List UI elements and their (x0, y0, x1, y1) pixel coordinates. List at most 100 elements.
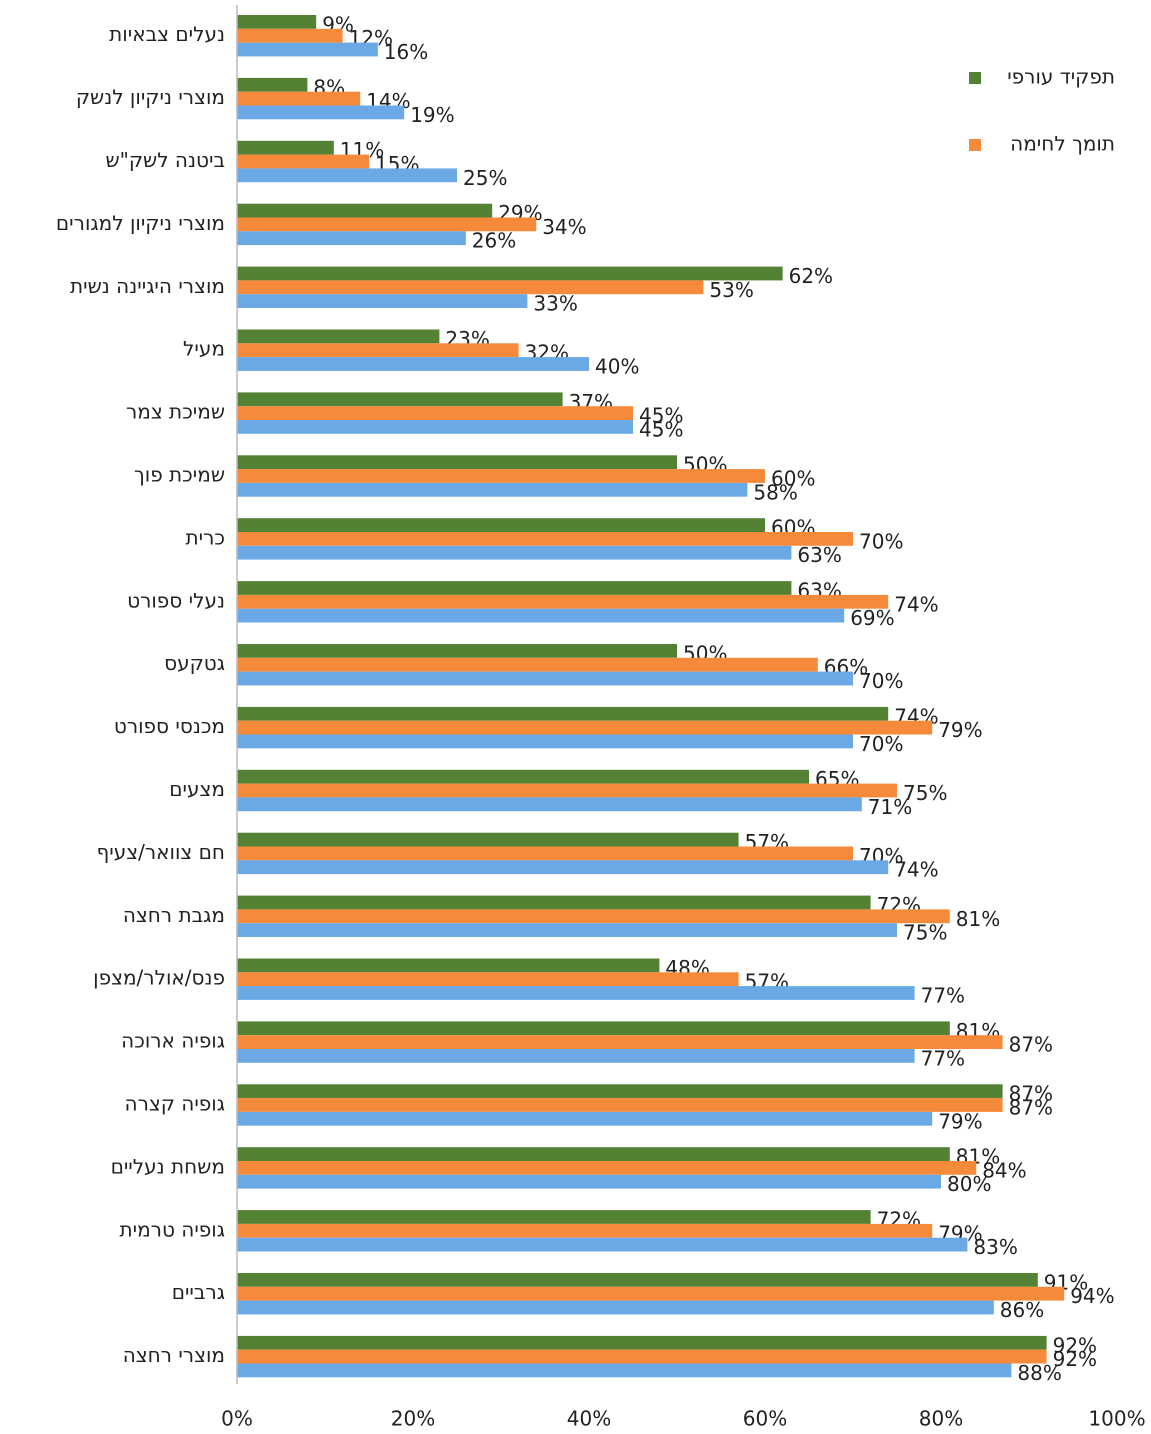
value-label: 33% (533, 292, 577, 316)
value-label: 62% (789, 264, 833, 288)
value-label: 75% (903, 781, 947, 805)
x-tick-label: 80% (919, 1407, 963, 1431)
bar (237, 420, 633, 434)
value-label: 94% (1070, 1284, 1114, 1308)
value-label: 63% (797, 543, 841, 567)
value-label: 87% (1009, 1082, 1053, 1106)
legend-swatch (969, 72, 981, 84)
category-label: חם צוואר/צעיף (96, 840, 225, 864)
bar (237, 343, 519, 358)
bar (237, 482, 748, 497)
bar (237, 1237, 968, 1252)
bar (237, 15, 317, 29)
bar (237, 455, 677, 470)
bar (237, 28, 343, 43)
bar (237, 357, 589, 371)
value-label: 58% (753, 480, 797, 504)
bar (237, 706, 889, 721)
category-label: מוצרי ניקיון למגורים (56, 211, 225, 235)
bar (237, 140, 334, 155)
bar (237, 594, 889, 609)
bar (237, 783, 897, 798)
bar (237, 42, 378, 57)
x-tick-label: 40% (567, 1407, 611, 1431)
value-label: 69% (850, 606, 894, 630)
bar (237, 1223, 933, 1238)
bar (237, 720, 933, 735)
x-tick-label: 100% (1088, 1407, 1145, 1431)
bar (237, 77, 308, 92)
value-label: 45% (639, 417, 683, 441)
x-tick-label: 60% (743, 1407, 787, 1431)
value-label: 87% (1009, 1033, 1053, 1057)
bar (237, 168, 457, 183)
category-label: פנס/אולר/מצפן (93, 966, 225, 990)
bar (237, 1161, 977, 1175)
value-label: 83% (973, 1235, 1017, 1259)
category-label: מעיל (183, 337, 225, 361)
value-label: 53% (709, 278, 753, 302)
bar (237, 1098, 1003, 1112)
bar (237, 1210, 871, 1224)
value-label: 70% (859, 529, 903, 553)
x-tick-label: 0% (221, 1407, 253, 1431)
value-label: 86% (1000, 1298, 1044, 1322)
value-label: 70% (859, 732, 903, 756)
value-label: 84% (982, 1158, 1026, 1182)
bar (237, 1147, 950, 1161)
category-label: מוצרי ניקיון לנשק (76, 85, 225, 109)
value-label: 92% (1053, 1333, 1097, 1357)
category-label: ביטנה לשק"ש (105, 148, 225, 172)
bar (237, 986, 915, 1000)
bar (237, 280, 704, 295)
bar (237, 1335, 1047, 1350)
category-label: מוצרי רחצה (123, 1343, 225, 1367)
legend-label: תומך לחימה (1010, 132, 1115, 156)
bar (237, 797, 862, 812)
bar (237, 958, 660, 973)
bar (237, 832, 739, 847)
value-label: 88% (1017, 1361, 1061, 1385)
bar (237, 406, 633, 420)
bar (237, 1174, 941, 1189)
category-label: גופיה טרמית (119, 1217, 225, 1241)
bar (237, 972, 739, 987)
bar (237, 154, 369, 169)
category-label: שמיכת צמר (126, 400, 225, 424)
bar (237, 1111, 933, 1126)
value-label: 79% (938, 718, 982, 742)
value-label: 77% (921, 1046, 965, 1070)
value-label: 25% (463, 166, 507, 190)
bar (237, 518, 765, 532)
value-label: 74% (894, 592, 938, 616)
category-label: משחת נעליים (111, 1154, 225, 1178)
bar (237, 734, 853, 749)
bar (237, 1049, 915, 1063)
bar (237, 1363, 1012, 1378)
bar (237, 1035, 1003, 1049)
category-label: נעלים צבאיות (109, 22, 225, 46)
bar (237, 909, 950, 924)
value-label: 75% (903, 921, 947, 945)
bar (237, 231, 466, 246)
category-label: גטקעס (164, 651, 225, 675)
value-label: 34% (542, 215, 586, 239)
category-label: שמיכת פוך (134, 463, 225, 487)
category-label: מכנסי ספורט (114, 714, 225, 738)
category-label: גרביים (172, 1280, 225, 1304)
bar (237, 329, 440, 344)
value-label: 80% (947, 1172, 991, 1196)
legend-label: תפקיד עורפי (1007, 65, 1115, 89)
bar (237, 671, 853, 686)
bar (237, 923, 897, 937)
bar (237, 1300, 994, 1315)
category-label: גופיה ארוכה (121, 1029, 225, 1053)
value-label: 45% (639, 404, 683, 428)
category-label: מוצרי היגיינה נשית (70, 274, 225, 298)
bar (237, 769, 809, 784)
value-label: 77% (921, 984, 965, 1008)
bar (237, 1349, 1047, 1364)
category-label: מגבת רחצה (123, 903, 225, 927)
bar (237, 469, 765, 483)
